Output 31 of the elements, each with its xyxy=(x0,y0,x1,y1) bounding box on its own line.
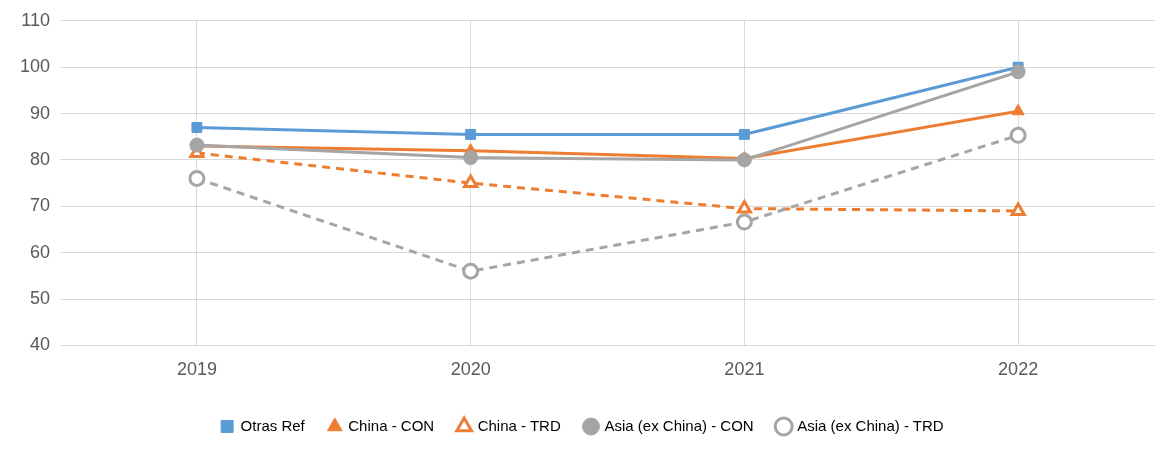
y-tick-label: 110 xyxy=(21,9,51,30)
y-tick-label: 50 xyxy=(30,288,51,308)
x-tick-label: 2019 xyxy=(176,359,217,380)
y-tick-label: 40 xyxy=(30,334,51,355)
point xyxy=(1010,202,1026,216)
x-tick-label: 2020 xyxy=(450,359,491,380)
point xyxy=(1011,103,1025,116)
x-tick-label: 2022 xyxy=(998,359,1039,380)
point xyxy=(463,150,479,166)
y-tick-label: 100 xyxy=(19,56,51,77)
point xyxy=(1009,126,1027,144)
legend-label: Otras Ref xyxy=(240,416,306,434)
point xyxy=(736,152,752,168)
y-tick-label: 80 xyxy=(30,148,51,169)
point xyxy=(465,128,477,140)
point xyxy=(1010,64,1026,80)
point xyxy=(735,213,753,231)
y-tick-label: 60 xyxy=(30,241,51,262)
point xyxy=(188,169,206,187)
y-tick-label: 70 xyxy=(30,195,51,216)
point xyxy=(191,122,203,133)
legend-label: Asia (ex China) - TRD xyxy=(797,416,944,434)
y-tick-label: 90 xyxy=(30,102,51,123)
legend-label: Asia (ex China) - CON xyxy=(604,416,754,434)
point xyxy=(738,128,750,140)
point xyxy=(462,262,480,280)
legend-label: China - TRD xyxy=(477,416,561,434)
point xyxy=(736,200,752,214)
x-tick-label: 2021 xyxy=(724,359,765,380)
legend-label: China - CON xyxy=(348,416,435,434)
point xyxy=(463,174,479,189)
